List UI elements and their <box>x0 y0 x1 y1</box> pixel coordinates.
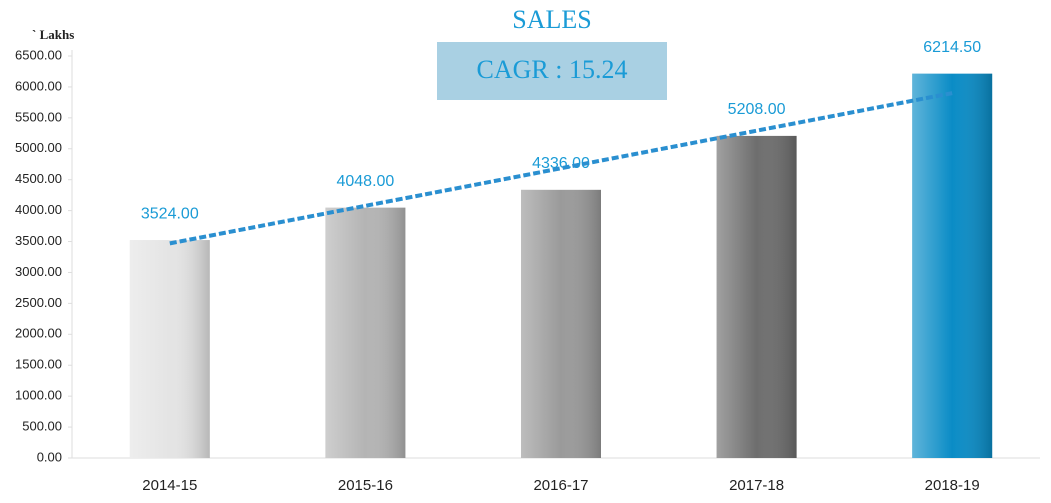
bar-shade <box>716 135 797 459</box>
y-tick-label: 4500.00 <box>15 171 62 186</box>
x-tick-label: 2015-16 <box>338 477 393 494</box>
y-tick-label: 500.00 <box>22 419 62 434</box>
y-tick-label: 6500.00 <box>15 47 62 62</box>
trend-line <box>169 91 953 246</box>
y-tick-label: 3500.00 <box>15 233 62 248</box>
y-tick-label: 2000.00 <box>15 326 62 341</box>
x-tick-label: 2017-18 <box>729 477 784 494</box>
data-label: 3524.00 <box>141 205 199 222</box>
subtitle-box <box>437 42 667 100</box>
y-tick-label: 5000.00 <box>15 140 62 155</box>
data-label: 5208.00 <box>728 101 786 118</box>
y-axis-label: ` Lakhs <box>32 27 74 42</box>
data-label: 6214.50 <box>923 39 981 56</box>
bar-shade <box>521 189 601 458</box>
x-tick-label: 2018-19 <box>925 477 980 494</box>
y-tick-label: 4000.00 <box>15 202 62 217</box>
x-tick-label: 2014-15 <box>142 477 197 494</box>
y-tick-label: 2500.00 <box>15 295 62 310</box>
bar-shade <box>912 73 993 458</box>
chart-subtitle: CAGR : 15.24 <box>477 55 628 84</box>
y-tick-label: 1000.00 <box>15 388 62 403</box>
data-label: 4336.00 <box>532 155 590 172</box>
chart-title: SALES <box>512 5 591 34</box>
y-tick-label: 5500.00 <box>15 109 62 124</box>
y-tick-label: 1500.00 <box>15 357 62 372</box>
x-tick-label: 2016-17 <box>533 477 588 494</box>
y-tick-label: 3000.00 <box>15 264 62 279</box>
bar-shade <box>129 240 210 458</box>
y-tick-label: 0.00 <box>37 449 62 464</box>
bar-shade <box>325 207 406 458</box>
y-tick-label: 6000.00 <box>15 78 62 93</box>
data-label: 4048.00 <box>336 173 394 190</box>
